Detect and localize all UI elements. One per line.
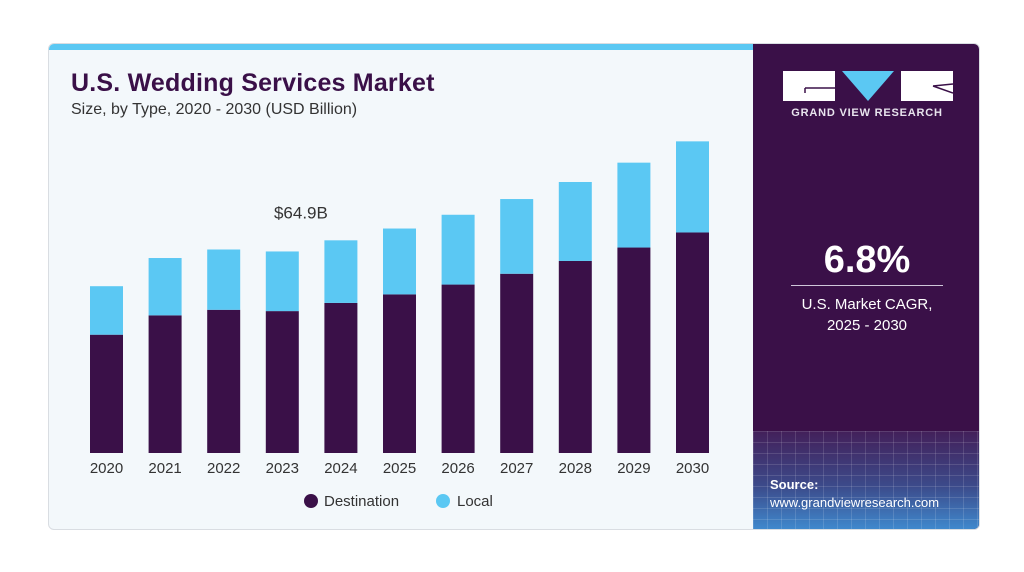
cagr-label-line2: 2025 - 2030 [826, 317, 908, 334]
x-tick-label-2023: 2023 [266, 460, 299, 477]
annotation-2024: $64.9B [274, 203, 328, 222]
x-tick-label-2030: 2030 [676, 460, 709, 477]
bar-destination-2021 [148, 315, 182, 453]
divider [791, 285, 943, 286]
x-tick-label-2027: 2027 [500, 460, 533, 477]
legend-label-local: Local [457, 493, 493, 510]
legend: Destination Local [304, 493, 493, 510]
bar-destination-2020 [90, 334, 123, 453]
bar-local-2024 [324, 240, 358, 303]
bar-local-2021 [148, 258, 182, 316]
bar-destination-2023 [265, 311, 299, 453]
bar-local-2025 [383, 228, 416, 295]
x-tick-label-2028: 2028 [559, 460, 592, 477]
legend-swatch-local [436, 494, 450, 508]
cagr-value: 6.8% [823, 239, 911, 281]
decorative-grid [753, 431, 979, 529]
cagr-label: U.S. Market CAGR, 2025 - 2030 [753, 294, 979, 336]
legend-label-destination: Destination [324, 493, 399, 510]
grand-view-research-logo [783, 71, 953, 101]
bar-destination-2025 [383, 294, 416, 453]
bar-destination-2024 [324, 302, 358, 453]
accent-bar [49, 44, 753, 50]
bar-local-2029 [617, 162, 651, 248]
source-label: Source: [770, 477, 819, 492]
chart-title: U.S. Wedding Services Market [71, 69, 435, 97]
x-tick-label-2026: 2026 [441, 460, 474, 477]
bar-destination-2027 [500, 273, 534, 453]
cagr-label-line1: U.S. Market CAGR, [801, 296, 933, 313]
x-tick-label-2025: 2025 [383, 460, 416, 477]
bar-destination-2028 [558, 260, 592, 453]
bar-local-2027 [500, 199, 534, 274]
legend-swatch-destination [304, 494, 318, 508]
brand-name: GRAND VIEW RESEARCH [791, 107, 943, 119]
side-panel: GRAND VIEW RESEARCH 6.8% U.S. Market CAG… [753, 44, 979, 529]
x-tick-label-2022: 2022 [207, 460, 240, 477]
bar-local-2022 [207, 249, 241, 310]
bar-local-2030 [676, 141, 709, 233]
infographic-card: U.S. Wedding Services Market Size, by Ty… [48, 43, 980, 530]
bar-destination-2022 [207, 309, 241, 453]
source-url[interactable]: www.grandviewresearch.com [770, 495, 940, 510]
x-tick-label-2024: 2024 [324, 460, 357, 477]
bar-local-2026 [441, 214, 475, 285]
bar-destination-2030 [676, 232, 709, 453]
bar-local-2028 [558, 181, 592, 261]
chart-subtitle: Size, by Type, 2020 - 2030 (USD Billion) [71, 101, 358, 118]
x-tick-label-2020: 2020 [90, 460, 123, 477]
bar-local-2023 [265, 251, 299, 312]
bar-local-2020 [90, 286, 123, 335]
x-tick-label-2021: 2021 [148, 460, 181, 477]
bar-destination-2026 [441, 284, 475, 453]
stacked-bar-chart: 2020 2021 2022 2023 2024 2025 2026 2027 2028 2029… [90, 141, 709, 510]
x-tick-label-2029: 2029 [617, 460, 650, 477]
bar-destination-2029 [617, 247, 651, 453]
